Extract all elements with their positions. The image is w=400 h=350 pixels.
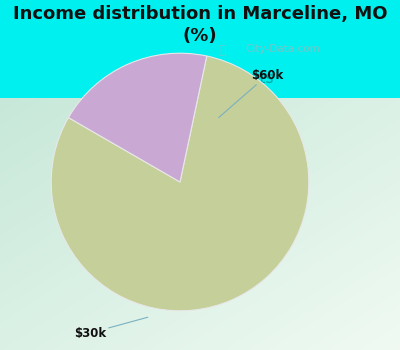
Text: ⦿: ⦿ — [218, 43, 226, 57]
Text: Multirace residents: Multirace residents — [127, 71, 273, 86]
Wedge shape — [51, 56, 309, 311]
Text: $30k: $30k — [74, 317, 148, 340]
Text: $60k: $60k — [219, 69, 283, 118]
Wedge shape — [68, 53, 207, 182]
Text: City-Data.com: City-Data.com — [246, 43, 320, 54]
Text: Income distribution in Marceline, MO
(%): Income distribution in Marceline, MO (%) — [13, 5, 387, 46]
